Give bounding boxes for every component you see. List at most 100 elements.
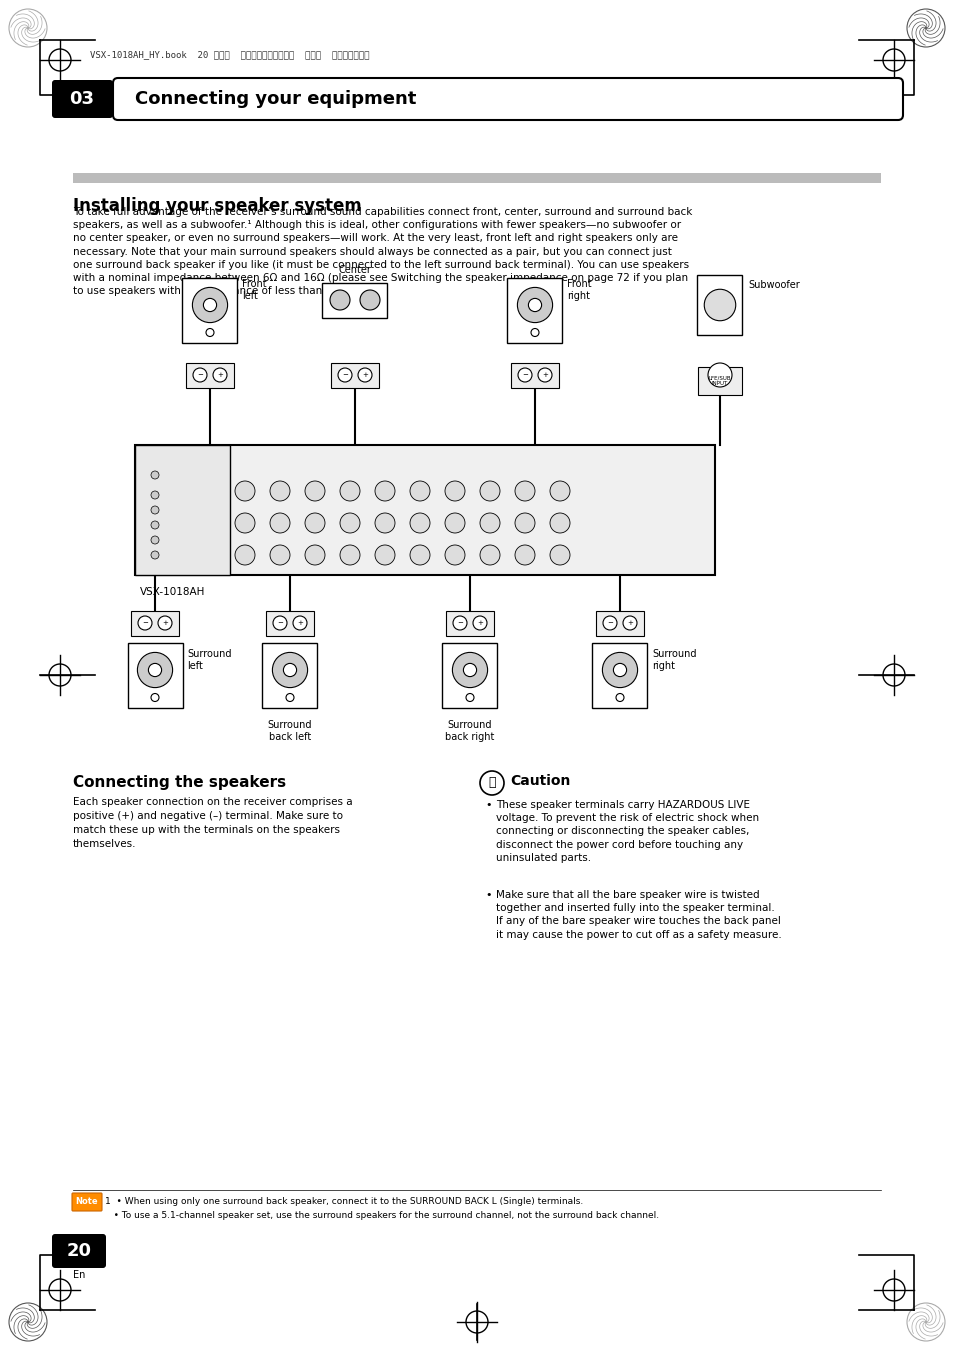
Text: •: •: [484, 801, 491, 810]
Circle shape: [234, 513, 254, 533]
Circle shape: [270, 513, 290, 533]
Circle shape: [444, 545, 464, 566]
Text: Make sure that all the bare speaker wire is twisted
together and inserted fully : Make sure that all the bare speaker wire…: [496, 890, 781, 940]
Text: • To use a 5.1-channel speaker set, use the surround speakers for the surround c: • To use a 5.1-channel speaker set, use …: [105, 1211, 659, 1219]
Bar: [697, 275, 741, 335]
Bar: [135, 446, 714, 575]
Text: +: +: [476, 620, 482, 626]
Circle shape: [193, 369, 207, 382]
Circle shape: [452, 652, 487, 687]
Circle shape: [465, 694, 474, 702]
Text: Installing your speaker system: Installing your speaker system: [73, 197, 361, 215]
Text: +: +: [626, 620, 632, 626]
Circle shape: [293, 616, 307, 630]
Circle shape: [707, 363, 731, 387]
Circle shape: [273, 652, 307, 687]
Bar: [596, 610, 643, 636]
Circle shape: [531, 328, 538, 336]
Circle shape: [330, 290, 350, 310]
Circle shape: [193, 288, 228, 323]
Text: ✋: ✋: [488, 776, 496, 790]
Circle shape: [517, 369, 532, 382]
Circle shape: [410, 545, 430, 566]
Text: Connecting your equipment: Connecting your equipment: [135, 90, 416, 108]
Circle shape: [151, 536, 159, 544]
FancyBboxPatch shape: [112, 78, 902, 120]
Text: VSX-1018AH: VSX-1018AH: [140, 587, 205, 597]
Text: +: +: [541, 373, 547, 378]
Circle shape: [444, 513, 464, 533]
Circle shape: [270, 481, 290, 501]
Text: −: −: [142, 620, 148, 626]
Circle shape: [550, 513, 569, 533]
FancyBboxPatch shape: [52, 1234, 106, 1268]
Bar: [446, 610, 494, 636]
Circle shape: [622, 616, 637, 630]
Circle shape: [305, 513, 325, 533]
Circle shape: [234, 545, 254, 566]
Text: Caution: Caution: [510, 774, 570, 788]
Bar: [322, 282, 387, 317]
Bar: [131, 610, 179, 636]
Text: −: −: [521, 373, 527, 378]
Circle shape: [517, 288, 552, 323]
Circle shape: [410, 513, 430, 533]
Text: −: −: [197, 373, 203, 378]
Circle shape: [444, 481, 464, 501]
Text: 03: 03: [70, 90, 94, 108]
Circle shape: [337, 369, 352, 382]
Bar: [186, 363, 233, 387]
Circle shape: [479, 545, 499, 566]
Bar: [262, 643, 317, 707]
Text: Front
right: Front right: [566, 279, 591, 301]
Circle shape: [479, 481, 499, 501]
Circle shape: [138, 616, 152, 630]
Circle shape: [550, 545, 569, 566]
Circle shape: [357, 369, 372, 382]
Text: •: •: [484, 890, 491, 900]
Bar: [442, 643, 497, 707]
Circle shape: [151, 551, 159, 559]
Circle shape: [283, 663, 296, 676]
Circle shape: [453, 616, 467, 630]
Bar: [331, 363, 378, 387]
Text: Each speaker connection on the receiver comprises a
positive (+) and negative (–: Each speaker connection on the receiver …: [73, 796, 353, 849]
Text: −: −: [456, 620, 462, 626]
Circle shape: [151, 694, 159, 702]
Circle shape: [158, 616, 172, 630]
Circle shape: [410, 481, 430, 501]
Text: LFE/SUB
INPUT: LFE/SUB INPUT: [708, 375, 731, 386]
Circle shape: [206, 328, 213, 336]
Circle shape: [270, 545, 290, 566]
Text: +: +: [217, 373, 223, 378]
Circle shape: [528, 298, 541, 312]
Bar: [182, 278, 237, 343]
Text: VSX-1018AH_HY.book  20 ページ  ２００８年４月１６日  水曜日  午後７時２５分: VSX-1018AH_HY.book 20 ページ ２００８年４月１６日 水曜日…: [90, 50, 369, 59]
Circle shape: [305, 545, 325, 566]
Text: −: −: [276, 620, 283, 626]
Text: These speaker terminals carry HAZARDOUS LIVE
voltage. To prevent the risk of ele: These speaker terminals carry HAZARDOUS …: [496, 801, 759, 863]
Circle shape: [339, 513, 359, 533]
Text: Surround
right: Surround right: [651, 649, 696, 671]
Circle shape: [602, 616, 617, 630]
Bar: [511, 363, 558, 387]
Text: +: +: [362, 373, 368, 378]
Circle shape: [359, 290, 379, 310]
FancyBboxPatch shape: [52, 80, 112, 117]
Circle shape: [273, 616, 287, 630]
FancyBboxPatch shape: [71, 1193, 102, 1211]
Circle shape: [203, 298, 216, 312]
Circle shape: [550, 481, 569, 501]
Circle shape: [151, 521, 159, 529]
Circle shape: [151, 471, 159, 479]
Text: Surround
left: Surround left: [187, 649, 232, 671]
Circle shape: [473, 616, 486, 630]
Text: En: En: [72, 1270, 85, 1280]
Bar: [698, 367, 741, 396]
Circle shape: [137, 652, 172, 687]
Circle shape: [515, 481, 535, 501]
Text: Connecting the speakers: Connecting the speakers: [73, 775, 286, 790]
Circle shape: [149, 663, 161, 676]
Text: +: +: [296, 620, 303, 626]
Bar: [507, 278, 562, 343]
